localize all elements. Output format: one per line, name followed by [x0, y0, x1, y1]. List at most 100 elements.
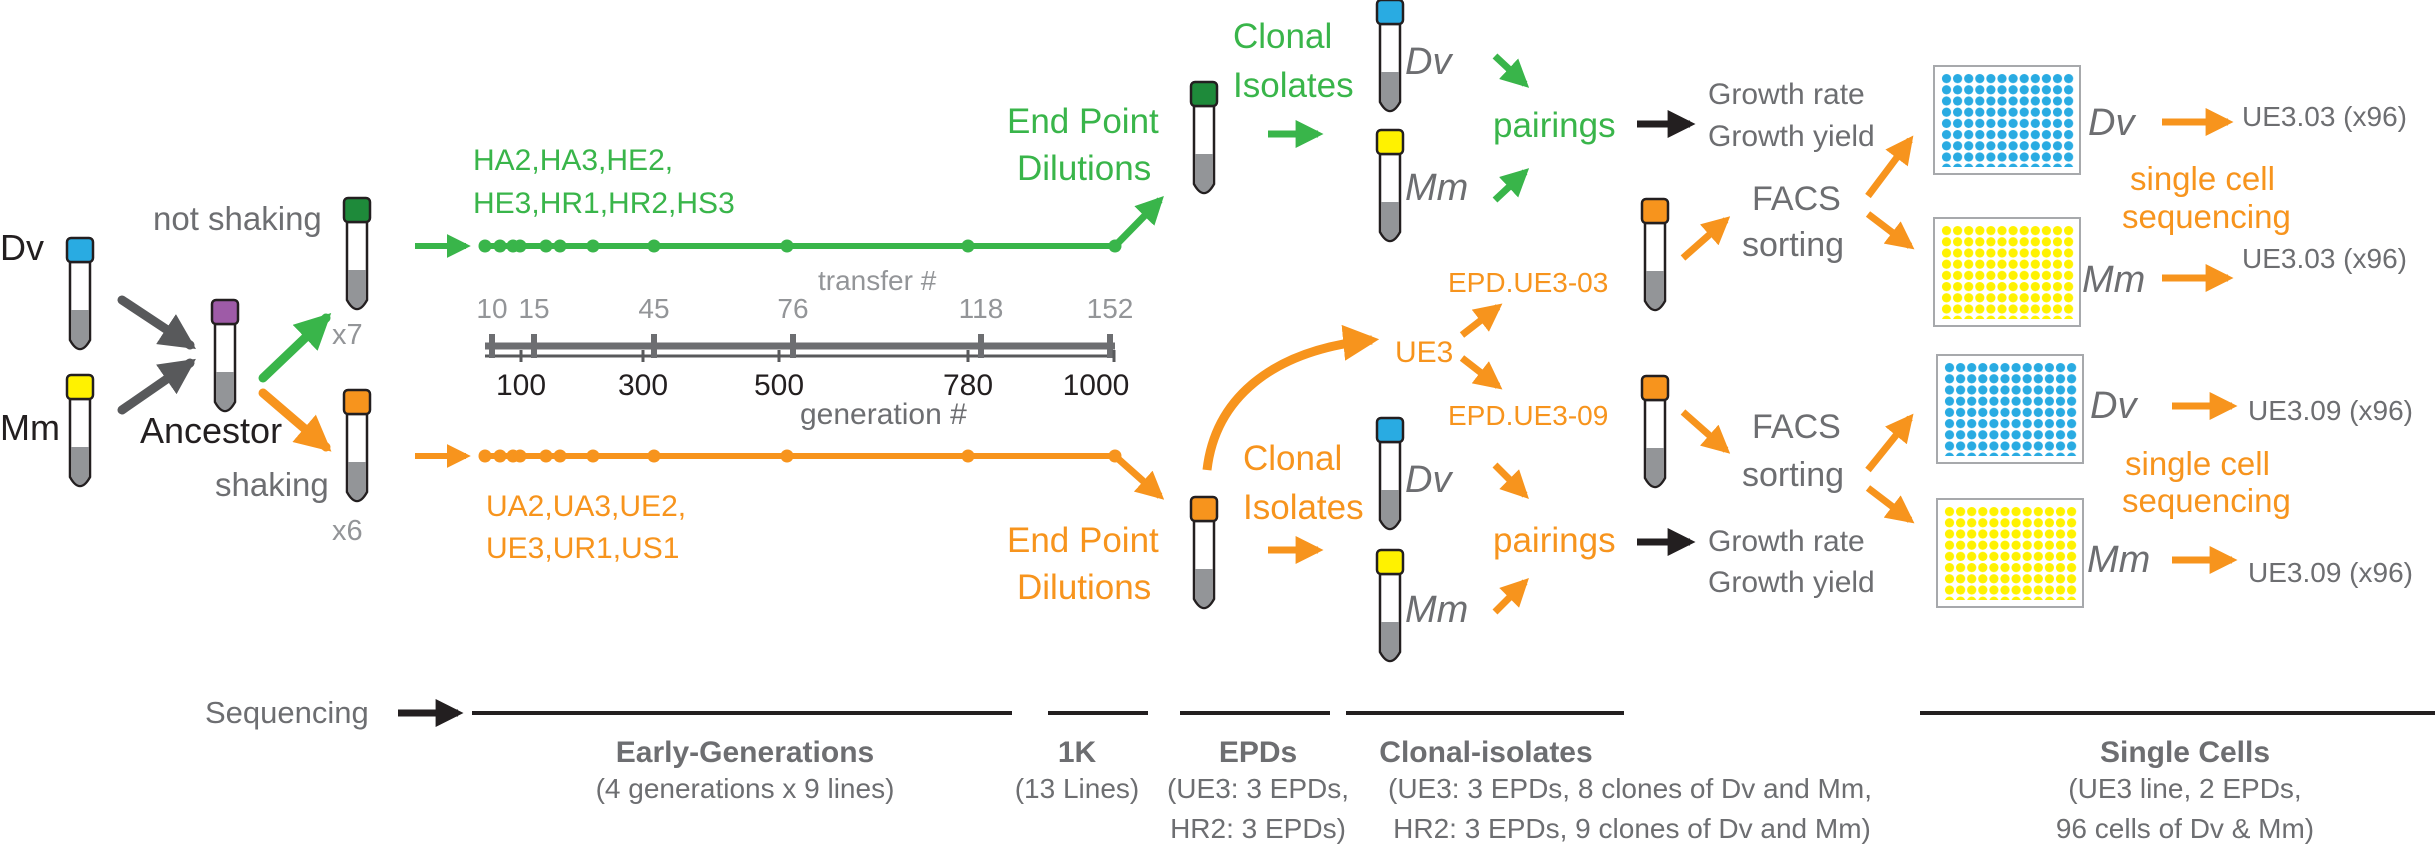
section-clonal-sub-1: (UE3: 3 EPDs, 8 clones of Dv and Mm, — [1388, 773, 1872, 804]
section-early-sub: (4 generations x 9 lines) — [596, 773, 895, 804]
dv-to-pairings-bottom-arrow — [1492, 462, 1529, 499]
epd09-to-facs-arrow — [1680, 409, 1731, 454]
section-clonal-sub-2: HR2: 3 EPDs, 9 clones of Dv and Mm) — [1393, 813, 1871, 844]
clonal-top-dv-tube — [1375, 0, 1405, 113]
orange-sampling-point — [1108, 449, 1122, 463]
clonal-bottom-label-1: Clonal — [1243, 439, 1342, 478]
pairings-top-label: pairings — [1493, 106, 1616, 145]
clonal-bottom-dv-tube — [1375, 416, 1405, 531]
not-shaking-tube — [342, 196, 372, 311]
section-1k-title: 1K — [1058, 736, 1097, 769]
transfer-ticks: 10 15 45 76 118 152 — [476, 293, 1133, 358]
facs-top-to-mm-plate-arrow — [1865, 211, 1915, 250]
shaking-label: shaking — [215, 466, 329, 503]
generation-ticks: 100 300 500 780 1000 — [496, 350, 1129, 402]
epd-ue3-03-label: EPD.UE3-03 — [1448, 267, 1608, 298]
section-early-title: Early-Generations — [616, 736, 874, 769]
orange-sampling-point — [493, 449, 507, 463]
facs-top-label-1: FACS — [1752, 180, 1841, 218]
ue3-to-epd09-arrow — [1459, 355, 1503, 390]
orange-sampling-point — [780, 449, 794, 463]
transfer-tick-label: 76 — [777, 293, 808, 324]
ue3-to-epd03-arrow — [1459, 303, 1503, 338]
ancestor-to-shaking-arrow — [258, 388, 332, 452]
mm-label: Mm — [0, 407, 60, 448]
ancestor-tube — [210, 298, 240, 413]
clonal-top-label-2: Isolates — [1233, 66, 1354, 105]
green-sampling-point — [586, 239, 600, 253]
mm-to-ancestor-arrow — [117, 358, 196, 415]
section-epds-title: EPDs — [1219, 736, 1297, 769]
orange-sampling-point — [961, 449, 975, 463]
orange-line-names-1: UA2,UA3,UE2, — [486, 490, 686, 523]
orange-sampling-points — [478, 449, 1122, 463]
facs-bottom-tube — [1640, 374, 1670, 489]
growth-yield-bottom: Growth yield — [1708, 566, 1875, 599]
epd-bottom-label-1: End Point — [1007, 521, 1159, 560]
section-single-sub-2: 96 cells of Dv & Mm) — [2056, 813, 2314, 844]
epd-top-label-1: End Point — [1007, 102, 1159, 141]
transfer-tick-label: 152 — [1087, 293, 1134, 324]
section-single-title: Single Cells — [2100, 736, 2270, 769]
green-sampling-point — [513, 239, 527, 253]
dv-plate-09-wells — [1944, 362, 2077, 456]
single-cell-seq-bottom-2: sequencing — [2122, 482, 2291, 519]
green-sampling-point — [1108, 239, 1122, 253]
facs-sorting: FACS sorting FACS sorting — [1680, 135, 1915, 524]
growth-rate-bottom: Growth rate — [1708, 525, 1865, 558]
mm-to-pairings-top-arrow — [1492, 168, 1530, 203]
transfer-tick-label: 15 — [518, 293, 549, 324]
facs-bottom-to-mm-plate-arrow — [1865, 485, 1915, 524]
section-epds-sub-2: HR2: 3 EPDs) — [1170, 813, 1346, 844]
mm-to-pairings-bottom-arrow — [1492, 578, 1529, 615]
green-to-epd-arrow — [1112, 195, 1164, 249]
green-sampling-point — [780, 239, 794, 253]
epd-stage: End Point Dilutions End Point Dilutions … — [1007, 102, 1608, 607]
plate-dv-09-label: Dv — [2090, 385, 2138, 427]
section-1k-sub: (13 Lines) — [1015, 773, 1140, 804]
facs-top-label-2: sorting — [1742, 226, 1844, 264]
facs-bottom-label-2: sorting — [1742, 456, 1844, 494]
ancestor-to-not-shaking-arrow — [258, 313, 332, 383]
clonal-bottom-mm-label: Mm — [1405, 589, 1468, 631]
clonal-top-mm-tube — [1375, 128, 1405, 243]
orange-to-epd-arrow — [1112, 453, 1165, 500]
green-sampling-points — [478, 239, 1122, 253]
ue3-03-mm-output: UE3.03 (x96) — [2242, 243, 2407, 274]
epd03-to-facs-arrow — [1680, 216, 1731, 261]
section-clonal-title: Clonal-isolates — [1379, 736, 1592, 769]
growth-yield-top: Growth yield — [1708, 120, 1875, 153]
transfer-tick-label: 118 — [959, 293, 1004, 324]
green-sampling-point — [647, 239, 661, 253]
sequencing-label: Sequencing — [205, 695, 369, 730]
green-sampling-point — [478, 239, 492, 253]
green-line-group: HA2,HA3,HE2, HE3,HR1,HR2,HS3 — [415, 144, 1164, 258]
epd-bottom-label-2: Dilutions — [1017, 568, 1151, 607]
start-section: Dv Mm Ancestor not shaking shaking x7 x6 — [0, 200, 363, 547]
generation-tick-label: 300 — [618, 369, 668, 402]
single-cell-outputs: Dv UE3.03 (x96) single cell sequencing M… — [2082, 101, 2413, 588]
orange-sampling-point — [553, 449, 567, 463]
growth-measures: Growth rate Growth yield Growth rate Gro… — [1708, 78, 1875, 599]
mm-plate-03-wells — [1941, 225, 2074, 319]
green-sampling-point — [539, 239, 553, 253]
single-cell-seq-top-2: sequencing — [2122, 198, 2291, 235]
green-sampling-point — [493, 239, 507, 253]
start-arrows — [117, 295, 332, 452]
plate-mm-09-label: Mm — [2087, 539, 2150, 581]
single-cell-seq-bottom-1: single cell — [2125, 445, 2270, 482]
not-shaking-label: not shaking — [153, 200, 322, 237]
plate-dv-03-label: Dv — [2088, 102, 2136, 144]
ancestor-label: Ancestor — [140, 410, 282, 451]
plate-mm-03-label: Mm — [2082, 259, 2145, 301]
section-single-sub-1: (UE3 line, 2 EPDs, — [2068, 773, 2301, 804]
orange-sampling-point — [586, 449, 600, 463]
epd-to-ue3-arrow — [1202, 324, 1380, 471]
green-lines-count: x7 — [332, 319, 363, 351]
green-line-names-1: HA2,HA3,HE2, — [473, 144, 673, 177]
ue3-label: UE3 — [1395, 336, 1453, 369]
mm-start-tube — [65, 373, 95, 488]
generation-tick-label: 500 — [754, 369, 804, 402]
clonal-top-dv-label: Dv — [1405, 41, 1453, 83]
